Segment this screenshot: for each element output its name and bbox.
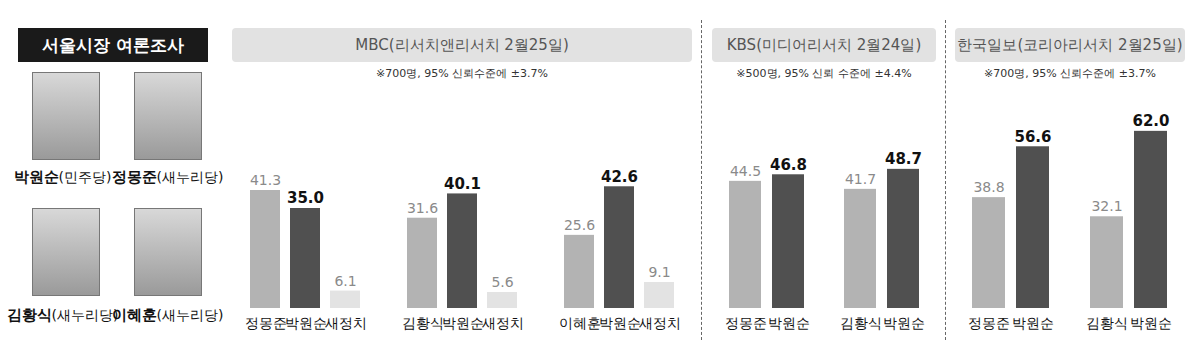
svg-text:41.7: 41.7 bbox=[845, 171, 876, 187]
svg-text:새정치: 새정치 bbox=[482, 315, 524, 331]
svg-text:김황식: 김황식 bbox=[1086, 315, 1128, 331]
svg-text:정몽준: 정몽준 bbox=[968, 315, 1010, 331]
svg-text:정몽준: 정몽준 bbox=[245, 315, 287, 331]
svg-text:9.1: 9.1 bbox=[648, 264, 670, 280]
svg-text:62.0: 62.0 bbox=[1132, 112, 1169, 130]
html-text:※700명, 95% 신뢰수준에 ±3.7%: ※700명, 95% 신뢰수준에 ±3.7% bbox=[984, 67, 1156, 80]
svg-text:새정치: 새정치 bbox=[325, 315, 367, 331]
svg-text:박원순: 박원순 bbox=[768, 315, 810, 331]
svg-text:정몽준: 정몽준 bbox=[725, 315, 767, 331]
svg-text:32.1: 32.1 bbox=[1091, 198, 1122, 214]
svg-text:김황식: 김황식 bbox=[840, 315, 882, 331]
svg-text:42.6: 42.6 bbox=[601, 168, 638, 186]
svg-text:박원순: 박원순 bbox=[883, 315, 925, 331]
html-text:※500명, 95% 신뢰 수준에 ±4.4%: ※500명, 95% 신뢰 수준에 ±4.4% bbox=[736, 67, 912, 80]
html-text:MBC(리서치앤리서치 2월25일): MBC(리서치앤리서치 2월25일) bbox=[355, 35, 569, 54]
svg-text:박원순: 박원순 bbox=[442, 315, 484, 331]
svg-text:이혜훈: 이혜훈 bbox=[559, 315, 601, 331]
html-text:박원순(민주당)정몽준(새누리당): 박원순(민주당)정몽준(새누리당) bbox=[13, 168, 224, 186]
svg-text:44.5: 44.5 bbox=[730, 163, 761, 179]
svg-text:5.6: 5.6 bbox=[491, 274, 513, 290]
svg-text:31.6: 31.6 bbox=[407, 200, 438, 216]
svg-text:박원순: 박원순 bbox=[1012, 315, 1054, 331]
svg-text:25.6: 25.6 bbox=[564, 217, 595, 233]
svg-text:6.1: 6.1 bbox=[334, 273, 356, 289]
html-text:※700명, 95% 신뢰수준에 ±3.7%: ※700명, 95% 신뢰수준에 ±3.7% bbox=[376, 67, 548, 80]
html-text:한국일보(코리아리서치 2월25일): 한국일보(코리아리서치 2월25일) bbox=[957, 35, 1183, 54]
html-text:KBS(미디어리서치 2월24일): KBS(미디어리서치 2월24일) bbox=[726, 35, 922, 54]
html-text:서울시장 여론조사: 서울시장 여론조사 bbox=[42, 34, 184, 55]
svg-text:38.8: 38.8 bbox=[973, 179, 1004, 195]
svg-text:48.7: 48.7 bbox=[885, 150, 922, 168]
svg-text:박원순: 박원순 bbox=[285, 315, 327, 331]
html-text:이혜훈(새누리당): 이혜훈(새누리당) bbox=[111, 306, 224, 324]
svg-text:새정치: 새정치 bbox=[639, 315, 681, 331]
svg-text:46.8: 46.8 bbox=[770, 156, 807, 174]
svg-text:41.3: 41.3 bbox=[250, 172, 281, 188]
svg-text:박원순: 박원순 bbox=[1130, 315, 1172, 331]
svg-text:40.1: 40.1 bbox=[444, 175, 481, 193]
svg-text:김황식: 김황식 bbox=[402, 315, 444, 331]
svg-text:56.6: 56.6 bbox=[1014, 128, 1051, 146]
html-text:김황식(새누리당): 김황식(새누리당) bbox=[6, 306, 119, 324]
svg-text:박원순: 박원순 bbox=[599, 315, 641, 331]
svg-text:35.0: 35.0 bbox=[287, 189, 324, 207]
